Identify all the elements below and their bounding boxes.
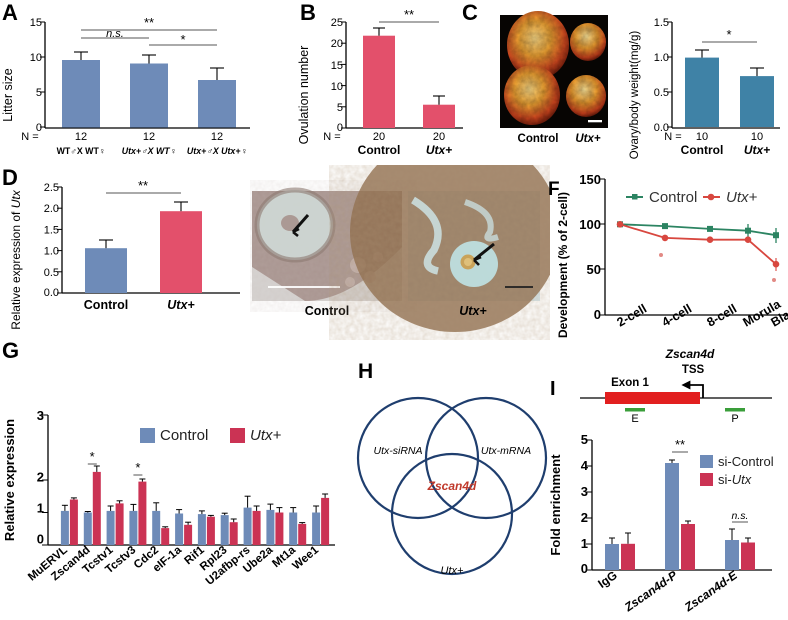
svg-text:1.0: 1.0 <box>654 52 669 64</box>
svg-text:1: 1 <box>37 501 44 516</box>
svg-text:Exon 1: Exon 1 <box>611 377 649 389</box>
svg-text:4-cell: 4-cell <box>660 301 695 329</box>
svg-text:Fold enrichment: Fold enrichment <box>548 454 563 556</box>
svg-text:Relative expression of Utx: Relative expression of Utx <box>9 189 23 329</box>
svg-text:Utx+: Utx+ <box>250 427 282 444</box>
svg-text:0.5: 0.5 <box>44 267 59 279</box>
svg-text:Relative expression: Relative expression <box>2 419 17 541</box>
svg-text:20: 20 <box>331 38 343 50</box>
svg-text:15: 15 <box>331 60 343 72</box>
svg-text:D: D <box>2 165 18 190</box>
svg-text:*: * <box>135 460 140 475</box>
svg-text:Utx+: Utx+ <box>744 143 770 157</box>
svg-text:Control: Control <box>518 133 559 145</box>
svg-text:2: 2 <box>37 470 44 485</box>
svg-text:Control: Control <box>305 304 349 318</box>
svg-text:12: 12 <box>211 131 223 143</box>
svg-text:15: 15 <box>30 17 42 29</box>
svg-text:2-cell: 2-cell <box>615 301 650 329</box>
svg-text:Control: Control <box>358 143 401 157</box>
svg-text:A: A <box>2 0 18 25</box>
svg-text:Ovulation number: Ovulation number <box>297 46 311 145</box>
svg-text:10: 10 <box>30 52 42 64</box>
svg-text:C: C <box>462 0 478 25</box>
svg-text:Control: Control <box>681 143 724 157</box>
svg-text:Wee1: Wee1 <box>290 544 321 573</box>
svg-text:20: 20 <box>433 131 445 143</box>
svg-text:*: * <box>726 27 731 42</box>
svg-text:150: 150 <box>579 172 601 187</box>
svg-text:8-cell: 8-cell <box>705 301 740 329</box>
svg-text:0: 0 <box>581 561 588 576</box>
svg-text:12: 12 <box>143 131 155 143</box>
svg-text:10: 10 <box>751 131 763 143</box>
svg-text:H: H <box>358 360 373 383</box>
svg-text:0.5: 0.5 <box>654 87 669 99</box>
svg-text:**: ** <box>404 7 414 22</box>
svg-text:2.0: 2.0 <box>44 203 59 215</box>
svg-text:Utx+: Utx+ <box>167 298 195 312</box>
svg-text:100: 100 <box>579 217 601 232</box>
svg-text:Zscan4d-E: Zscan4d-E <box>681 567 740 614</box>
svg-text:12: 12 <box>75 131 87 143</box>
svg-text:5: 5 <box>36 87 42 99</box>
svg-text:si-Control: si-Control <box>718 454 774 469</box>
svg-text:IgG: IgG <box>595 568 619 591</box>
svg-text:1.5: 1.5 <box>44 224 59 236</box>
svg-text:1.0: 1.0 <box>44 246 59 258</box>
svg-text:E: E <box>631 413 638 425</box>
svg-text:Utx+: Utx+ <box>459 304 487 318</box>
svg-text:Litter size: Litter size <box>1 68 15 122</box>
svg-text:WT♂X WT♀: WT♂X WT♀ <box>57 146 106 156</box>
svg-text:I: I <box>550 378 556 400</box>
svg-text:25: 25 <box>331 17 343 29</box>
svg-text:Utx+♂X WT♀: Utx+♂X WT♀ <box>122 146 177 156</box>
svg-text:*: * <box>90 449 95 464</box>
svg-text:Utx+: Utx+ <box>575 133 601 145</box>
svg-text:Utx+♂X Utx+♀: Utx+♂X Utx+♀ <box>187 146 247 156</box>
svg-text:Utx+: Utx+ <box>441 565 465 577</box>
svg-text:Utx+: Utx+ <box>426 143 452 157</box>
svg-text:Utx-siRNA: Utx-siRNA <box>374 445 423 457</box>
svg-text:Zscan4d-P: Zscan4d-P <box>621 567 680 614</box>
svg-text:P: P <box>731 413 738 425</box>
svg-text:2.5: 2.5 <box>44 182 59 194</box>
svg-text:Control: Control <box>160 427 208 444</box>
svg-text:10: 10 <box>331 81 343 93</box>
svg-text:*: * <box>180 32 185 47</box>
svg-text:**: ** <box>138 178 148 193</box>
svg-text:50: 50 <box>587 262 601 277</box>
svg-text:N =: N = <box>21 131 38 143</box>
svg-text:1.5: 1.5 <box>654 17 669 29</box>
svg-text:**: ** <box>675 437 685 452</box>
svg-text:Zscan4d: Zscan4d <box>665 347 715 361</box>
svg-text:n.s.: n.s. <box>732 510 749 522</box>
svg-text:si-Utx: si-Utx <box>718 472 752 487</box>
svg-text:n.s.: n.s. <box>106 28 124 40</box>
svg-text:0: 0 <box>37 531 44 546</box>
svg-text:TSS: TSS <box>682 364 705 376</box>
svg-text:5: 5 <box>337 102 343 114</box>
svg-text:20: 20 <box>373 131 385 143</box>
svg-text:G: G <box>2 338 19 363</box>
svg-text:Ovary/body weight(mg/g): Ovary/body weight(mg/g) <box>629 31 641 160</box>
svg-text:**: ** <box>144 15 154 30</box>
svg-text:Control: Control <box>649 189 697 206</box>
svg-text:N =: N = <box>323 131 340 143</box>
svg-text:Utx+: Utx+ <box>726 189 758 206</box>
svg-text:Development (% of 2-cell): Development (% of 2-cell) <box>556 192 570 338</box>
svg-text:Zscan4d: Zscan4d <box>427 479 477 493</box>
svg-text:10: 10 <box>696 131 708 143</box>
svg-text:Utx-mRNA: Utx-mRNA <box>481 445 531 457</box>
svg-text:Control: Control <box>84 298 128 312</box>
svg-text:0.0: 0.0 <box>44 287 59 299</box>
svg-text:B: B <box>300 0 316 25</box>
svg-text:N =: N = <box>664 131 681 143</box>
